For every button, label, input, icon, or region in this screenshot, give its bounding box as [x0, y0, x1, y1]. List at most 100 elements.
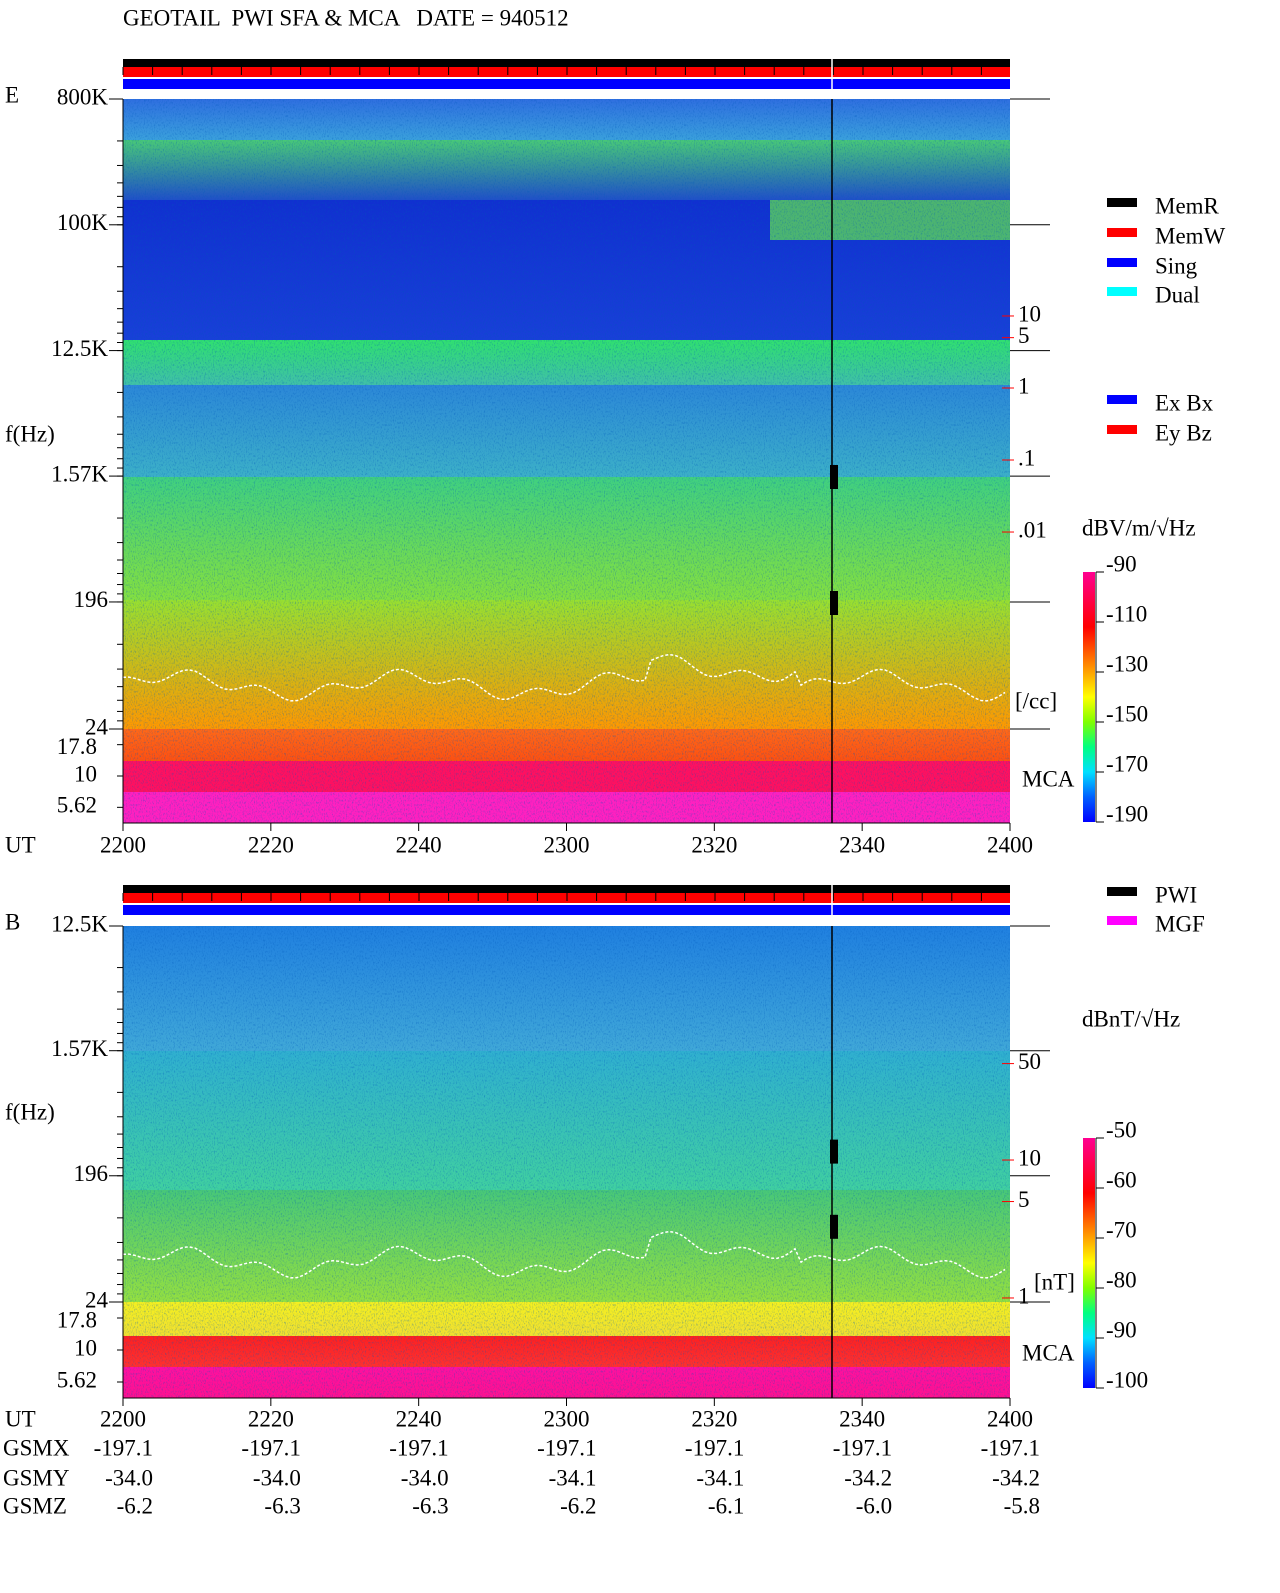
legend-label: Sing [1155, 253, 1198, 278]
x-tick-label: 2200 [100, 1406, 146, 1431]
legend-swatch [1107, 395, 1137, 404]
x-tick-label: 2300 [544, 832, 590, 857]
legend-swatch [1107, 258, 1137, 267]
colorbar-tick-label: -80 [1106, 1267, 1137, 1292]
y-tick-label: 12.5K [51, 911, 108, 936]
status-bar [123, 59, 1010, 67]
y2-tick-label: 50 [1018, 1049, 1041, 1074]
y2-axis-label: [nT] [1034, 1269, 1075, 1294]
colorbar-tick-label: -170 [1106, 751, 1148, 776]
orbit-value: -197.1 [241, 1435, 300, 1460]
x-tick-label: 2220 [248, 1406, 294, 1431]
colorbar-tick-label: -90 [1106, 1317, 1137, 1342]
legend-swatch [1107, 198, 1137, 207]
y2-tick-label: 1 [1018, 373, 1030, 398]
y-tick-label: 196 [74, 587, 109, 612]
colorbar-label: dBnT/√Hz [1082, 1006, 1180, 1031]
y-tick-label: 800K [57, 84, 109, 109]
colorbar-tick-label: -100 [1106, 1367, 1148, 1392]
mca-channel-label: 10 [74, 761, 97, 786]
mca-label: MCA [1022, 1340, 1075, 1365]
x-axis-label: UT [5, 832, 36, 857]
y-axis-label: f(Hz) [5, 1099, 55, 1124]
density-trace [122, 653, 1006, 702]
x-axis-label: UT [5, 1406, 36, 1431]
x-tick-label: 2320 [691, 1406, 737, 1431]
x-tick-label: 2340 [839, 1406, 885, 1431]
y-tick-label: 12.5K [51, 336, 108, 361]
orbit-value: -34.0 [105, 1465, 153, 1490]
orbit-value: -34.1 [696, 1465, 744, 1490]
orbit-value: -197.1 [537, 1435, 596, 1460]
x-tick-label: 2340 [839, 832, 885, 857]
colorbar-tick-label: -130 [1106, 651, 1148, 676]
mca-channel-label: 17.8 [57, 734, 97, 759]
y2-tick-label: 10 [1018, 1145, 1041, 1170]
y2-tick-label: 1 [1018, 1283, 1030, 1308]
x-tick-label: 2400 [987, 1406, 1033, 1431]
orbit-value: -197.1 [685, 1435, 744, 1460]
mca-channel-label: 17.8 [57, 1307, 97, 1332]
legend-swatch [1107, 887, 1137, 896]
x-tick-label: 2320 [691, 832, 737, 857]
data-gap-block [830, 1214, 838, 1239]
status-bar [123, 905, 1010, 915]
orbit-value: -6.3 [412, 1493, 448, 1518]
colorbar-label: dBV/m/√Hz [1082, 515, 1196, 540]
y-tick-label: 196 [74, 1161, 109, 1186]
legend-swatch [1107, 228, 1137, 237]
orbit-value: -34.2 [844, 1465, 892, 1490]
legend-swatch [1107, 287, 1137, 296]
panel-label: B [5, 909, 20, 934]
y-tick-label: 24 [85, 714, 109, 739]
chart-title: GEOTAIL PWI SFA & MCA DATE = 940512 [123, 5, 569, 30]
orbit-value: -197.1 [389, 1435, 448, 1460]
legend-swatch [1107, 916, 1137, 925]
x-tick-label: 2300 [544, 1406, 590, 1431]
data-gap-block [830, 465, 838, 489]
density-trace [122, 1230, 1006, 1279]
orbit-value: -197.1 [94, 1435, 153, 1460]
orbit-value: -34.1 [549, 1465, 597, 1490]
orbit-value: -197.1 [833, 1435, 892, 1460]
colorbar-tick-label: -150 [1106, 701, 1148, 726]
orbit-row-label: GSMX [3, 1435, 70, 1460]
status-bar [123, 885, 1010, 893]
legend-label: Ex Bx [1155, 390, 1214, 415]
spectrogram-noise [123, 99, 1010, 823]
mca-label: MCA [1022, 766, 1075, 791]
mca-channel-label: 5.62 [57, 1367, 97, 1392]
colorbar-tick-label: -50 [1106, 1117, 1137, 1142]
legend-label: Dual [1155, 282, 1200, 307]
y2-tick-label: .1 [1018, 445, 1035, 470]
legend-swatch [1107, 425, 1137, 434]
colorbar-tick-label: -190 [1106, 801, 1148, 826]
y2-tick-label: 10 [1018, 301, 1041, 326]
orbit-value: -5.8 [1004, 1493, 1040, 1518]
x-tick-label: 2200 [100, 832, 146, 857]
colorbar [1083, 1138, 1095, 1388]
orbit-value: -6.0 [856, 1493, 892, 1518]
y2-tick-label: .01 [1018, 517, 1047, 542]
mca-channel-label: 5.62 [57, 793, 97, 818]
mca-channel-label: 10 [74, 1335, 97, 1360]
legend-label: PWI [1155, 882, 1197, 907]
colorbar-tick-label: -70 [1106, 1217, 1137, 1242]
orbit-value: -197.1 [981, 1435, 1040, 1460]
colorbar-tick-label: -110 [1106, 601, 1147, 626]
orbit-value: -6.3 [264, 1493, 300, 1518]
x-tick-label: 2220 [248, 832, 294, 857]
y2-tick-label: 5 [1018, 1187, 1030, 1212]
y-tick-label: 1.57K [51, 1036, 108, 1061]
orbit-value: -6.2 [117, 1493, 153, 1518]
y2-axis-label: [/cc] [1015, 688, 1057, 713]
orbit-value: -34.0 [253, 1465, 301, 1490]
orbit-value: -6.2 [560, 1493, 596, 1518]
x-tick-label: 2240 [396, 832, 442, 857]
data-gap-block [830, 1139, 838, 1164]
orbit-value: -34.2 [992, 1465, 1040, 1490]
y-tick-label: 100K [57, 210, 109, 235]
x-tick-label: 2400 [987, 832, 1033, 857]
y-tick-label: 24 [85, 1287, 109, 1312]
